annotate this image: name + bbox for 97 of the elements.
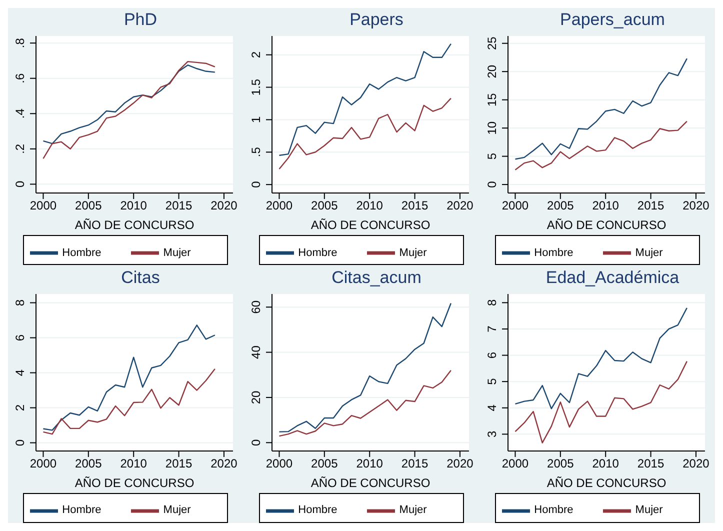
x-tick-label: 2005 (311, 198, 338, 213)
legend-label: Hombre (298, 246, 338, 259)
x-axis-title: AÑO DE CONCURSO (546, 218, 666, 232)
line-series (42, 324, 216, 430)
x-tick-label: 2005 (547, 456, 574, 470)
y-tick-label: 5 (485, 152, 499, 160)
y-tick-label: 7 (485, 324, 499, 332)
line-series (514, 360, 688, 443)
x-tick-label: 2005 (75, 456, 102, 470)
legend-label: Hombre (62, 246, 102, 259)
legend-label: Mujer (635, 504, 663, 516)
x-tick-label: 2020 (446, 198, 474, 213)
y-tick-label: 10 (485, 121, 499, 135)
x-tick-label: 2020 (446, 456, 474, 470)
y-tick-label: 8 (13, 298, 27, 306)
y-tick-label: 6 (485, 351, 499, 358)
legend-label: Hombre (62, 504, 102, 516)
x-tick-label: 2015 (401, 456, 428, 470)
y-tick-label: 20 (249, 390, 263, 404)
y-tick-label: 25 (485, 36, 499, 50)
line-series (42, 60, 216, 160)
chart-title: Papers (348, 9, 404, 31)
y-tick-label: 8 (485, 298, 499, 306)
y-tick-label: 6 (13, 334, 27, 341)
x-tick-label: 2000 (266, 198, 293, 213)
x-axis-title: AÑO DE CONCURSO (310, 476, 430, 490)
x-tick-label: 2010 (120, 456, 148, 470)
legend-label: Hombre (534, 246, 574, 259)
y-tick-label: 60 (249, 300, 263, 314)
chart-title: Citas_acum (330, 266, 422, 288)
y-tick-label: 20 (485, 64, 499, 78)
x-tick-label: 2010 (356, 198, 384, 213)
chart-title: PhD (122, 9, 158, 31)
x-tick-label: 2020 (682, 198, 710, 213)
legend-label: Mujer (635, 246, 663, 259)
x-tick-label: 2020 (210, 456, 238, 470)
y-tick-label: .2 (13, 144, 27, 154)
y-tick-label: 4 (13, 368, 27, 376)
x-tick-label: 2015 (165, 456, 192, 470)
line-series (278, 98, 452, 170)
x-tick-label: 2000 (30, 456, 57, 470)
line-series (278, 302, 452, 432)
y-tick-label: 2 (13, 404, 27, 411)
x-tick-label: 2000 (502, 198, 529, 213)
y-tick-label: 0 (249, 438, 263, 446)
x-tick-label: 2010 (356, 456, 384, 470)
x-tick-label: 2015 (637, 198, 664, 213)
legend-label: Mujer (163, 246, 191, 259)
y-tick-label: .4 (13, 108, 27, 119)
y-tick-label: 1 (249, 116, 263, 124)
x-tick-label: 2020 (682, 456, 710, 470)
x-axis-title: AÑO DE CONCURSO (310, 218, 430, 232)
x-tick-label: 2000 (30, 198, 57, 213)
line-series (514, 120, 688, 170)
x-tick-label: 2005 (547, 198, 574, 213)
chart-title: Papers_acum (559, 9, 666, 31)
legend-label: Mujer (399, 504, 427, 516)
x-tick-label: 2010 (592, 198, 620, 213)
x-tick-label: 2015 (637, 456, 664, 470)
legend-label: Mujer (399, 246, 427, 259)
x-tick-label: 2000 (502, 456, 529, 470)
line-series (278, 43, 452, 156)
y-tick-label: .8 (13, 38, 27, 48)
y-tick-label: 15 (485, 92, 499, 106)
chart-title: Edad_Académica (544, 266, 680, 288)
chart-title: Citas (120, 266, 161, 288)
x-axis-title: AÑO DE CONCURSO (74, 218, 194, 232)
y-tick-label: 40 (249, 344, 263, 358)
y-tick-label: .6 (13, 73, 27, 84)
x-tick-label: 2000 (266, 456, 293, 470)
x-tick-label: 2005 (311, 456, 338, 470)
line-series (278, 369, 452, 436)
y-tick-label: 0 (249, 180, 263, 188)
y-tick-label: 5 (485, 377, 499, 384)
y-tick-label: 4 (485, 404, 499, 411)
x-tick-label: 2010 (120, 198, 148, 213)
x-axis-title: AÑO DE CONCURSO (546, 476, 666, 490)
y-tick-label: 0 (485, 180, 499, 188)
y-tick-label: 1.5 (249, 78, 263, 96)
x-axis-title: AÑO DE CONCURSO (74, 476, 194, 490)
legend-label: Hombre (298, 504, 338, 516)
y-tick-label: 0 (13, 438, 27, 446)
y-tick-label: 3 (485, 430, 499, 438)
x-tick-label: 2005 (75, 198, 102, 213)
x-tick-label: 2020 (210, 198, 238, 213)
line-series (42, 368, 216, 434)
line-series (514, 58, 688, 160)
y-tick-label: .5 (249, 146, 263, 158)
x-tick-label: 2015 (165, 198, 192, 213)
line-series (42, 64, 216, 144)
y-tick-label: 0 (13, 180, 27, 188)
x-tick-label: 2015 (401, 198, 428, 213)
legend-label: Hombre (534, 504, 574, 516)
x-tick-label: 2010 (592, 456, 620, 470)
line-series (514, 306, 688, 409)
legend-label: Mujer (163, 504, 191, 516)
y-tick-label: 2 (249, 51, 263, 58)
